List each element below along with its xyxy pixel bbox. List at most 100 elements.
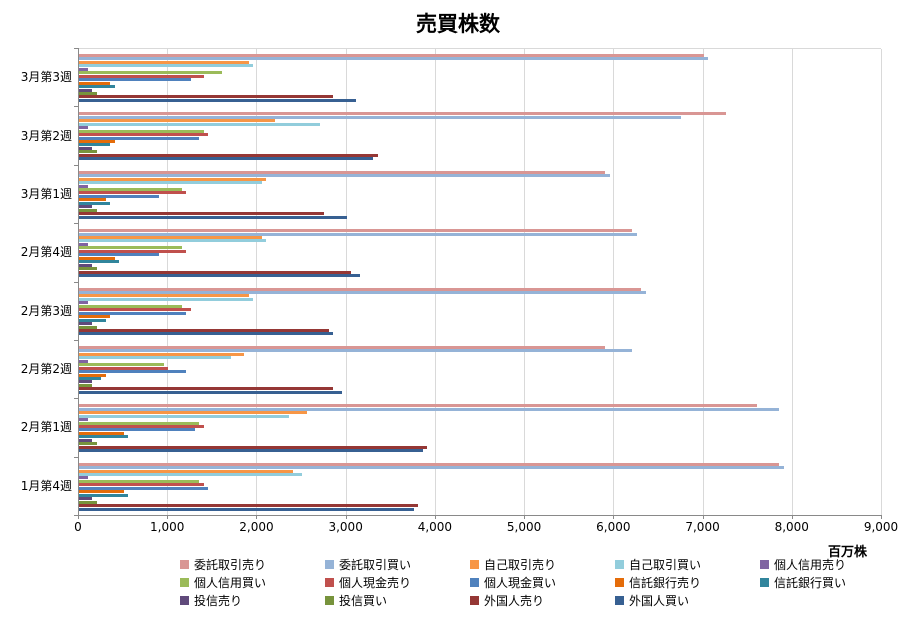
bar-委託取引買い-2月第3週 <box>79 290 646 294</box>
category-label-1月第4週: 1月第4週 <box>20 478 72 493</box>
legend-label: 自己取引買い <box>629 558 702 572</box>
y-axis-tick <box>74 456 79 458</box>
bar-個人現金売り-2月第3週 <box>79 308 191 312</box>
bar-外国人売り-2月第3週 <box>79 328 329 332</box>
x-axis-label-8,000: 8,000 <box>774 520 809 534</box>
legend-marker-icon <box>180 560 189 569</box>
bar-自己取引買い-2月第1週 <box>79 414 289 418</box>
gridline-x-2000 <box>256 49 258 516</box>
bar-投信買い-1月第4週 <box>79 500 97 504</box>
legend-marker-icon <box>325 578 334 587</box>
bar-投信買い-2月第4週 <box>79 267 97 271</box>
x-axis-tick <box>702 515 704 519</box>
bar-委託取引売り-1月第4週 <box>79 462 780 466</box>
bar-自己取引買い-2月第3週 <box>79 297 253 301</box>
bar-個人信用売り-3月第2週 <box>79 126 88 130</box>
bar-自己取引買い-2月第2週 <box>79 356 231 360</box>
x-axis-label-3,000: 3,000 <box>328 520 363 534</box>
bar-委託取引買い-2月第2週 <box>79 349 633 353</box>
legend-marker-icon <box>180 578 189 587</box>
category-label-2月第4週: 2月第4週 <box>20 245 72 260</box>
y-axis-tick <box>74 398 79 400</box>
bar-投信売り-3月第2週 <box>79 146 93 150</box>
legend-label: 委託取引買い <box>339 558 412 572</box>
bar-投信買い-2月第3週 <box>79 325 97 329</box>
bar-自己取引売り-1月第4週 <box>79 469 294 473</box>
bar-自己取引売り-3月第3週 <box>79 60 249 64</box>
x-axis-label-9,000: 9,000 <box>863 520 899 534</box>
gridline-x-9000 <box>881 49 882 516</box>
bar-個人現金買い-3月第2週 <box>79 136 200 140</box>
bar-個人信用売り-1月第4週 <box>79 476 88 480</box>
legend-item-投信売り: 投信売り <box>180 593 325 608</box>
bar-個人現金売り-2月第2週 <box>79 366 169 370</box>
legend-item-個人信用売り: 個人信用売り <box>760 557 905 572</box>
legend-marker-icon <box>470 596 479 605</box>
y-axis-line <box>78 49 79 516</box>
bar-信託銀行買い-3月第3週 <box>79 85 115 89</box>
gridline-x-7000 <box>702 49 704 516</box>
bar-個人現金買い-3月第3週 <box>79 78 191 82</box>
gridline-x-1000 <box>167 49 169 516</box>
axis-unit-label: 百万株 <box>828 545 868 560</box>
bar-自己取引買い-2月第4週 <box>79 239 267 243</box>
legend-marker-icon <box>470 578 479 587</box>
bar-外国人買い-1月第4週 <box>79 507 414 511</box>
bar-個人信用買い-2月第4週 <box>79 246 182 250</box>
legend-item-自己取引買い: 自己取引買い <box>615 557 760 572</box>
category-label-2月第3週: 2月第3週 <box>20 303 72 318</box>
gridline-x-5000 <box>524 49 526 516</box>
bar-投信買い-3月第1週 <box>79 208 97 212</box>
gridline-x-3000 <box>345 49 347 516</box>
bar-外国人売り-2月第2週 <box>79 387 334 391</box>
bar-投信売り-2月第4週 <box>79 263 93 267</box>
bar-自己取引売り-2月第3週 <box>79 294 249 298</box>
bar-外国人買い-2月第3週 <box>79 332 334 336</box>
category-label-2月第1週: 2月第1週 <box>20 420 72 435</box>
legend-marker-icon <box>470 560 479 569</box>
bar-信託銀行買い-2月第4週 <box>79 260 120 264</box>
bar-信託銀行売り-3月第2週 <box>79 140 115 144</box>
x-axis-label-5,000: 5,000 <box>506 520 542 534</box>
x-axis-tick <box>524 515 526 519</box>
x-axis-label-1,000: 1,000 <box>150 520 185 534</box>
legend-label: 信託銀行売り <box>629 576 702 590</box>
bar-投信買い-2月第2週 <box>79 383 93 387</box>
y-axis-tick <box>74 164 79 166</box>
bar-個人信用売り-2月第4週 <box>79 242 88 246</box>
bar-外国人売り-3月第3週 <box>79 95 334 99</box>
x-axis-label-4,000: 4,000 <box>417 520 453 534</box>
legend-label: 外国人売り <box>484 594 545 608</box>
legend-label: 自己取引売り <box>484 558 557 572</box>
x-axis-tick <box>256 515 258 519</box>
y-axis-tick <box>74 48 79 49</box>
category-label-3月第1週: 3月第1週 <box>20 186 72 201</box>
bar-個人現金売り-3月第1週 <box>79 191 187 195</box>
bar-外国人買い-2月第1週 <box>79 449 423 453</box>
bar-外国人売り-2月第1週 <box>79 445 427 449</box>
legend-label: 個人信用売り <box>774 558 847 572</box>
bar-委託取引買い-1月第4週 <box>79 466 784 470</box>
bar-投信売り-2月第2週 <box>79 380 93 384</box>
bar-委託取引売り-3月第2週 <box>79 112 726 116</box>
bar-投信買い-2月第1週 <box>79 442 97 446</box>
bar-自己取引売り-3月第1週 <box>79 177 267 181</box>
legend-item-外国人売り: 外国人売り <box>470 593 615 608</box>
bar-個人信用買い-1月第4週 <box>79 479 200 483</box>
category-label-3月第2週: 3月第2週 <box>20 128 72 143</box>
bar-個人現金売り-2月第4週 <box>79 249 187 253</box>
gridline-x-6000 <box>613 49 615 516</box>
bar-信託銀行売り-3月第1週 <box>79 198 106 202</box>
bar-信託銀行買い-2月第2週 <box>79 376 102 380</box>
legend-label: 投信買い <box>339 594 388 608</box>
legend-item-自己取引売り: 自己取引売り <box>470 557 615 572</box>
legend-label: 個人現金売り <box>339 576 412 590</box>
legend-item-信託銀行売り: 信託銀行売り <box>615 575 760 590</box>
legend-label: 外国人買い <box>629 594 690 608</box>
legend-marker-icon <box>180 596 189 605</box>
legend-marker-icon <box>325 560 334 569</box>
bar-信託銀行売り-2月第3週 <box>79 315 111 319</box>
bar-信託銀行売り-1月第4週 <box>79 490 124 494</box>
bar-委託取引買い-3月第3週 <box>79 57 709 61</box>
